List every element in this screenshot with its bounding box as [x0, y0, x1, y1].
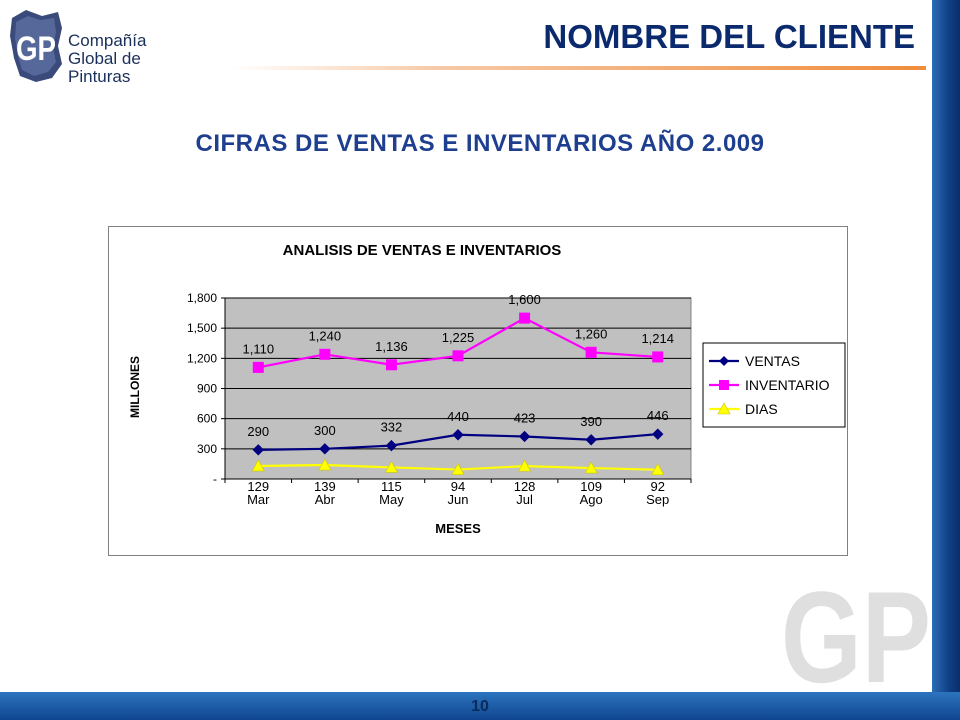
client-name-title: NOMBRE DEL CLIENTE [543, 18, 915, 55]
x-tick-label: Ago [580, 492, 603, 507]
point-ventas-sep [652, 428, 664, 440]
y-tick-label: - [213, 472, 217, 486]
point-ventas-ago [585, 434, 597, 446]
data-label-dias: 115 [381, 479, 402, 494]
point-inventario-sep [652, 351, 664, 363]
data-label-inventario: 1,260 [575, 326, 608, 341]
company-name: Compañía Global de Pinturas [68, 32, 198, 86]
chart-container: ANALISIS DE VENTAS E INVENTARIOS MILLONE… [108, 226, 848, 556]
x-tick-label: Jun [448, 492, 469, 507]
data-label-dias: 139 [314, 479, 336, 494]
data-label-ventas: 446 [647, 408, 669, 423]
point-inventario-abr [319, 348, 331, 360]
data-label-ventas: 390 [580, 414, 602, 429]
data-label-ventas: 300 [314, 423, 336, 438]
chart-title: ANALISIS DE VENTAS E INVENTARIOS [283, 242, 562, 259]
data-label-dias: 92 [650, 479, 664, 494]
sales-inventory-chart: ANALISIS DE VENTAS E INVENTARIOS MILLONE… [128, 242, 846, 536]
data-label-dias: 129 [247, 479, 269, 494]
point-ventas-may [385, 439, 398, 452]
point-inventario-jun [452, 350, 464, 362]
data-label-inventario: 1,110 [242, 341, 274, 356]
point-ventas-jun [452, 429, 464, 441]
legend-marker-inventario [719, 380, 729, 390]
legend-label-ventas: VENTAS [745, 353, 800, 369]
watermark-text: GP [781, 578, 931, 690]
y-tick-label: 1,500 [187, 321, 217, 335]
point-ventas-jul [518, 430, 531, 443]
data-label-inventario: 1,136 [375, 339, 408, 354]
company-name-line2: Global de Pinturas [68, 49, 141, 86]
data-label-dias: 109 [580, 479, 602, 494]
x-tick-label: Sep [646, 492, 669, 507]
legend-marker-dias [717, 402, 731, 415]
point-inventario-mar [252, 361, 264, 373]
data-label-inventario: 1,225 [442, 330, 475, 345]
x-axis-label: MESES [435, 521, 481, 536]
data-label-ventas: 440 [447, 409, 469, 424]
gp-logo-mark: GP [10, 10, 62, 82]
point-dias-abr [318, 458, 332, 471]
point-inventario-may [385, 359, 397, 371]
page-number: 10 [471, 698, 489, 715]
side-accent-bar [932, 0, 960, 720]
point-dias-jun [451, 462, 465, 475]
point-inventario-jul [519, 312, 531, 324]
legend-label-dias: DIAS [745, 401, 778, 417]
data-label-inventario: 1,240 [309, 328, 342, 343]
data-label-ventas: 332 [381, 420, 403, 435]
legend-label-inventario: INVENTARIO [745, 377, 830, 393]
y-tick-label: 300 [197, 442, 217, 456]
x-tick-label: Abr [315, 492, 336, 507]
point-dias-may [384, 460, 398, 473]
x-tick-label: Jul [516, 492, 533, 507]
point-ventas-mar [252, 444, 264, 456]
data-label-dias: 94 [451, 479, 465, 494]
point-dias-jul [518, 459, 532, 472]
point-dias-sep [651, 463, 665, 476]
y-axis-label: MILLONES [128, 356, 142, 418]
y-tick-label: 600 [197, 412, 217, 426]
point-dias-mar [251, 459, 265, 472]
data-label-ventas: 423 [514, 410, 536, 425]
point-ventas-abr [319, 443, 331, 455]
y-tick-label: 1,200 [187, 351, 217, 365]
company-logo: GP Compañía Global de Pinturas [8, 6, 198, 86]
legend-marker-ventas [719, 356, 729, 366]
logo-initials: GP [16, 30, 56, 68]
point-dias-ago [584, 461, 598, 474]
data-label-ventas: 290 [247, 424, 269, 439]
data-label-dias: 128 [514, 479, 536, 494]
data-label-inventario: 1,214 [641, 331, 674, 346]
y-tick-label: 1,800 [187, 291, 217, 305]
gp-watermark-logo: GP [781, 578, 931, 690]
x-tick-label: Mar [247, 492, 270, 507]
header-underline [232, 66, 926, 70]
x-tick-label: May [379, 492, 404, 507]
page-subtitle: CIFRAS DE VENTAS E INVENTARIOS AÑO 2.009 [195, 130, 765, 157]
data-label-inventario: 1,600 [508, 292, 541, 307]
point-inventario-ago [585, 346, 597, 358]
company-name-line1: Compañía [68, 31, 147, 50]
footer-bar [0, 692, 960, 720]
y-tick-label: 900 [197, 382, 217, 396]
